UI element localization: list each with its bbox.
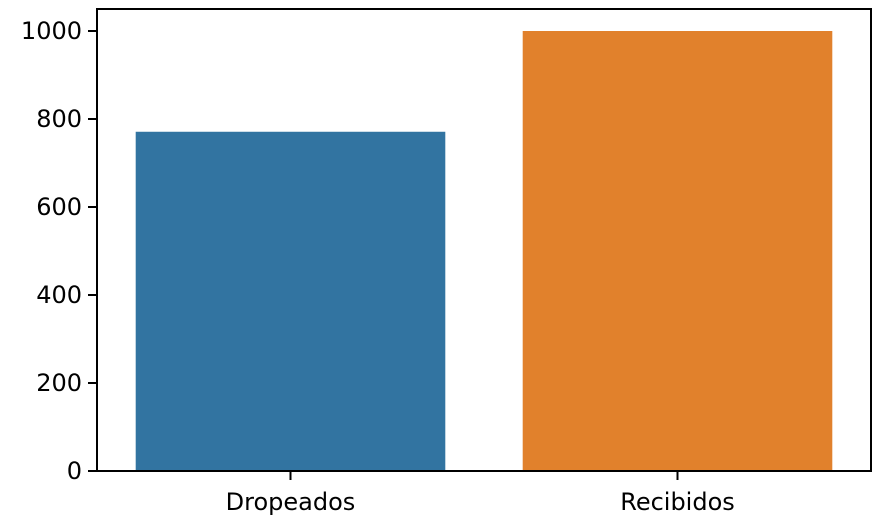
y-tick-label: 200 <box>36 369 82 397</box>
bars-layer <box>135 31 833 471</box>
y-tick-label: 800 <box>36 105 82 133</box>
y-tick-label: 1000 <box>21 17 82 45</box>
y-tick-label: 0 <box>67 457 82 485</box>
bar-recibidos <box>522 31 833 471</box>
y-tick-label: 400 <box>36 281 82 309</box>
x-tick-label: Dropeados <box>226 488 356 516</box>
y-axis: 0 200 400 600 800 1000 <box>21 17 97 485</box>
y-tick-label: 600 <box>36 193 82 221</box>
bar-dropeados <box>135 131 446 471</box>
x-axis: Dropeados Recibidos <box>226 471 735 516</box>
x-tick-label: Recibidos <box>620 488 735 516</box>
plot-frame <box>96 8 872 472</box>
